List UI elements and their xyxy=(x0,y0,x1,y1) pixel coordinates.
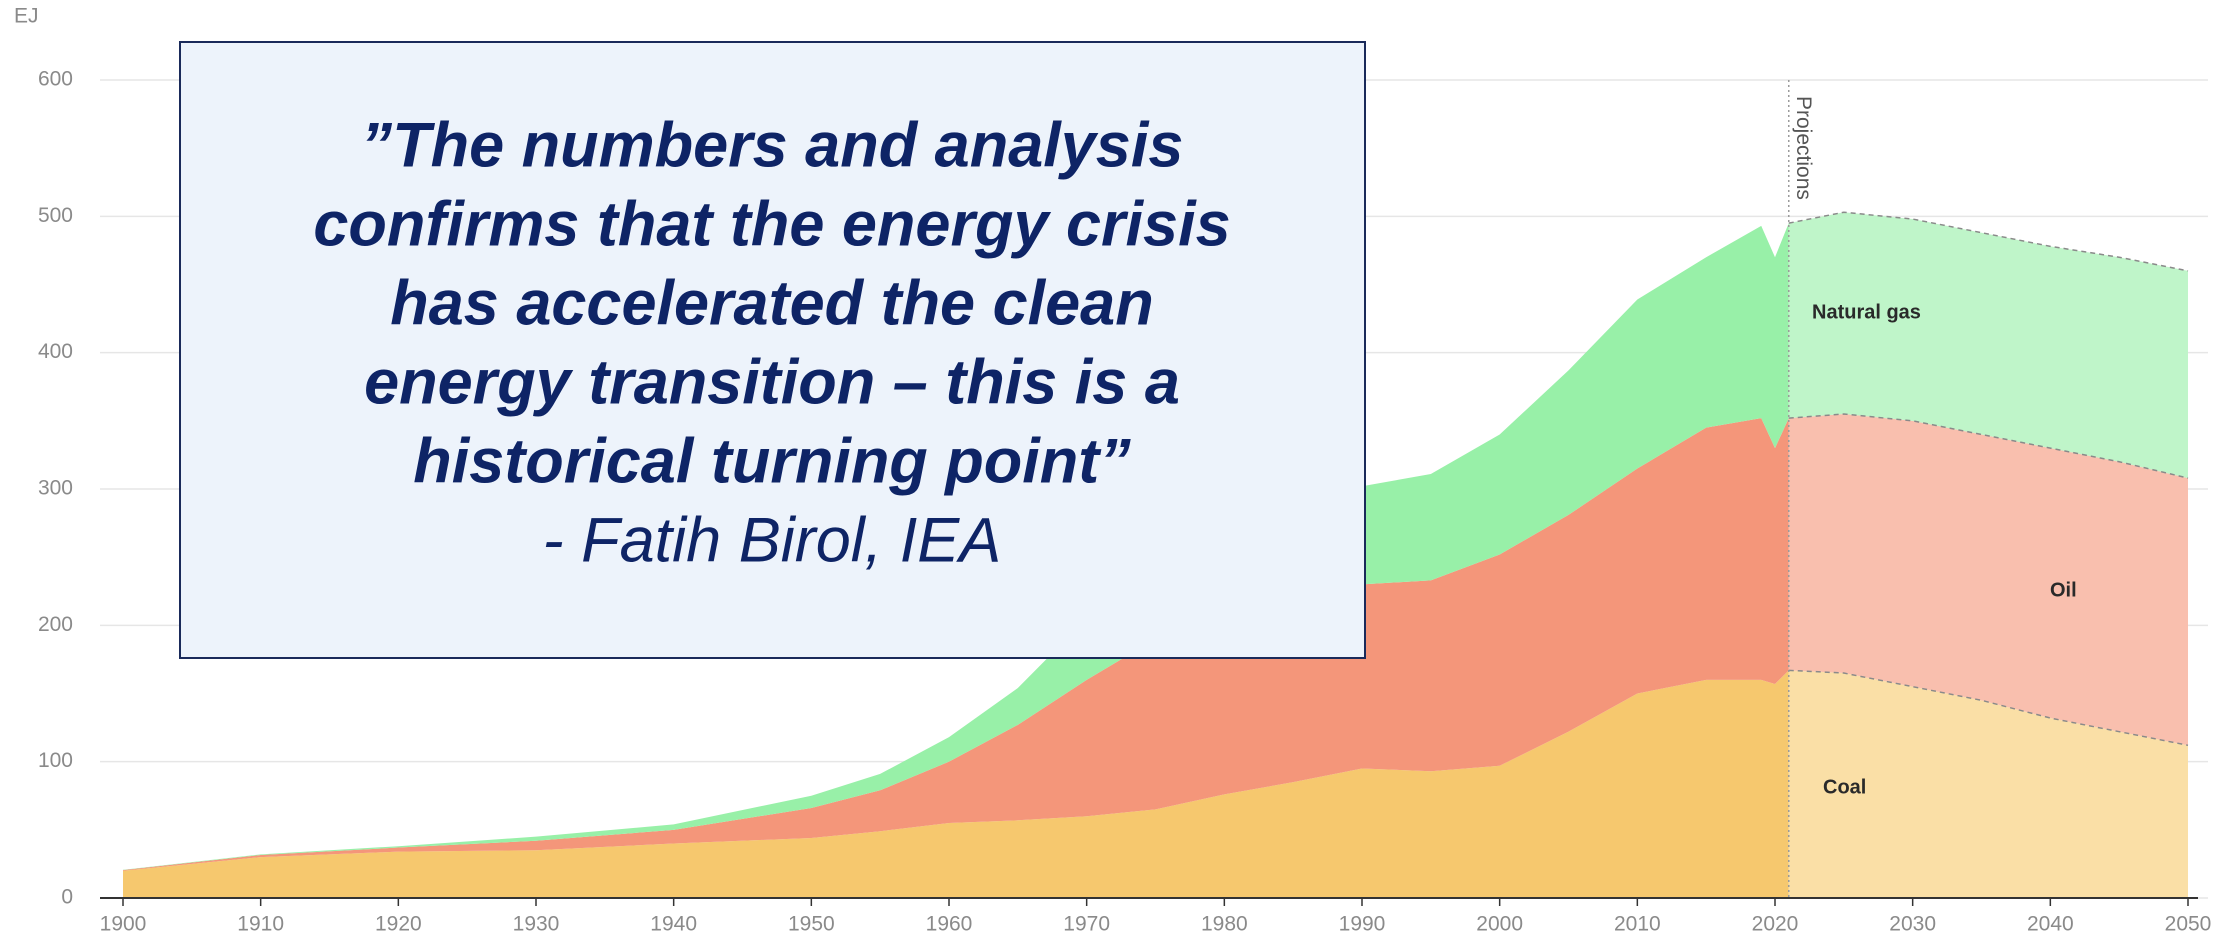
x-tick-label: 2010 xyxy=(1614,913,1661,936)
series-label: Oil xyxy=(2050,579,2077,601)
quote-line: confirms that the energy crisis xyxy=(313,190,1230,260)
y-tick-label: 300 xyxy=(38,477,73,500)
area-projection xyxy=(1788,670,2188,898)
y-axis-unit: EJ xyxy=(14,5,39,28)
x-tick-label: 1940 xyxy=(650,913,697,936)
y-tick-label: 500 xyxy=(38,204,73,227)
y-tick-label: 400 xyxy=(38,340,73,363)
x-tick-label: 1960 xyxy=(926,913,973,936)
x-tick-label: 2040 xyxy=(2027,913,2074,936)
x-tick-label: 2030 xyxy=(1889,913,1936,936)
y-tick-label: 0 xyxy=(61,886,73,909)
x-tick-label: 1910 xyxy=(237,913,284,936)
x-tick-label: 2020 xyxy=(1752,913,1799,936)
x-tick-label: 1920 xyxy=(375,913,422,936)
x-tick-label: 1990 xyxy=(1339,913,1386,936)
x-tick-label: 2050 xyxy=(2165,913,2212,936)
area-historical xyxy=(123,223,1789,871)
y-tick-label: 100 xyxy=(38,749,73,772)
area-projection xyxy=(1788,414,2188,746)
quote-line: has accelerated the clean xyxy=(390,269,1153,339)
series-label: Coal xyxy=(1823,776,1866,798)
quote-box xyxy=(179,41,1366,659)
x-tick-label: 2000 xyxy=(1476,913,1523,936)
projection-label: Projections xyxy=(1792,96,1815,200)
area-historical xyxy=(123,670,1789,898)
x-tick-label: 1980 xyxy=(1201,913,1248,936)
projection-edge xyxy=(1788,413,2189,479)
x-tick-label: 1970 xyxy=(1063,913,1110,936)
quote-line: energy transition – this is a xyxy=(364,348,1180,418)
quote-attribution: - Fatih Birol, IEA xyxy=(543,506,1002,576)
x-tick-label: 1950 xyxy=(788,913,835,936)
x-tick-label: 1930 xyxy=(513,913,560,936)
y-tick-label: 200 xyxy=(38,613,73,636)
projection-edge xyxy=(1788,211,2189,272)
quote-line: ”The numbers and analysis xyxy=(361,111,1184,181)
area-historical xyxy=(123,418,1789,871)
quote-line: historical turning point” xyxy=(413,427,1131,497)
series-label: Natural gas xyxy=(1812,301,1921,323)
y-tick-label: 600 xyxy=(38,68,73,91)
x-tick-label: 1900 xyxy=(100,913,147,936)
area-projection xyxy=(1788,212,2188,479)
projection-edge xyxy=(1788,669,2189,747)
